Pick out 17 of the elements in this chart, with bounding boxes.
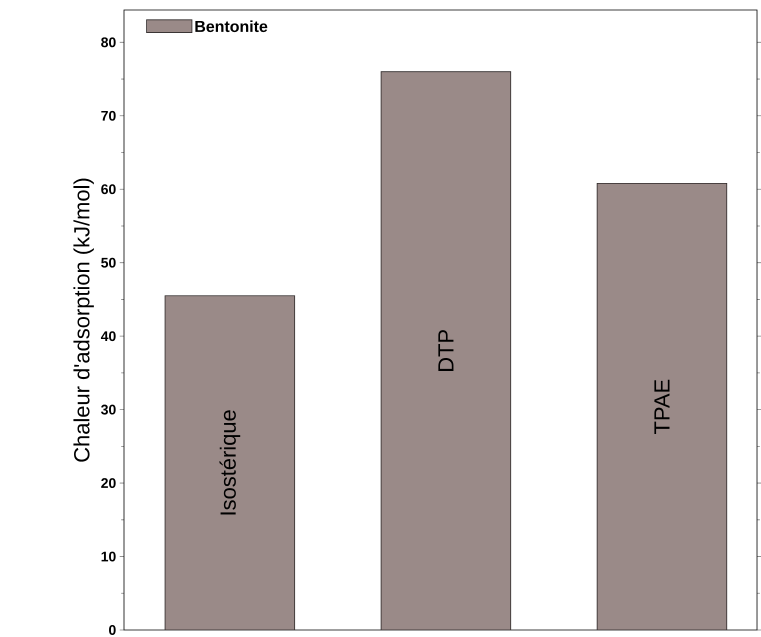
x-tick-label: Isostérique	[220, 410, 240, 514]
x-tick-label: TPAE	[654, 380, 670, 434]
y-tick-label: 20	[101, 478, 116, 488]
y-tick-label: 10	[102, 552, 116, 562]
y-tick-label: 30	[101, 404, 116, 415]
y-tick-label: 40	[100, 331, 116, 342]
y-tick-label: 50	[101, 258, 116, 268]
y-tick-label: 0	[109, 625, 116, 635]
y-tick-label: 60	[101, 184, 116, 194]
y-tick-label: 70	[101, 110, 116, 121]
y-axis-title: Chaleur d'adsorption (kJ/mol)	[73, 178, 94, 462]
x-tick-label: DTP	[438, 330, 454, 371]
bar	[380, 71, 512, 630]
bar	[164, 295, 296, 630]
bar	[596, 182, 728, 630]
y-tick-label: 80	[101, 37, 116, 48]
legend-label: Bentonite	[195, 20, 268, 32]
